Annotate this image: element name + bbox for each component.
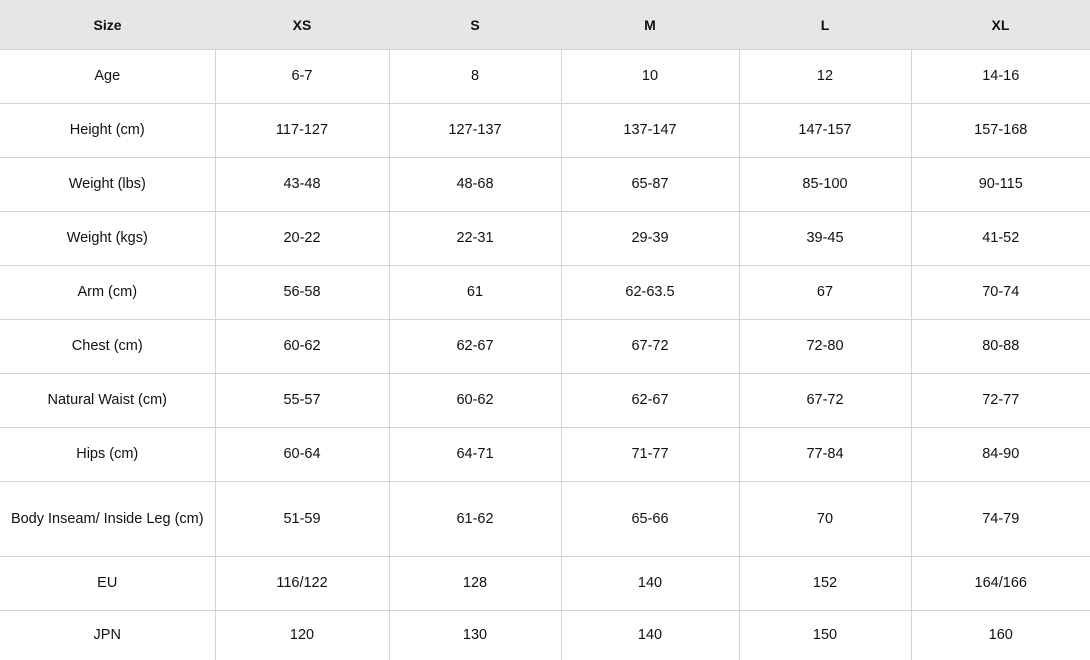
table-cell: 61-62: [388, 481, 561, 557]
row-label: Chest (cm): [0, 319, 215, 374]
column-header: L: [739, 0, 911, 50]
table-cell: 117-127: [214, 103, 389, 158]
table-row: Body Inseam/ Inside Leg (cm) 51-59 61-62 65…: [0, 481, 1090, 557]
table-cell: 62-67: [388, 319, 561, 374]
table-row: Height (cm) 117-127 127-137 137-147 147-157 1…: [0, 103, 1090, 158]
table-cell: 20-22: [214, 211, 389, 266]
table-cell: 67-72: [738, 373, 911, 428]
row-label: Age: [0, 49, 215, 104]
table-cell: 150: [738, 610, 911, 660]
table-cell: 128: [388, 556, 561, 611]
row-label: Weight (lbs): [0, 157, 215, 212]
table-cell: 90-115: [910, 157, 1090, 212]
row-label: JPN: [0, 610, 215, 660]
table-cell: 70-74: [910, 265, 1090, 320]
table-cell: 6-7: [214, 49, 389, 104]
table-cell: 160: [910, 610, 1090, 660]
row-label: Hips (cm): [0, 427, 215, 482]
table-row: Hips (cm) 60-64 64-71 71-77 77-84 84-90: [0, 427, 1090, 482]
column-header: Size: [0, 0, 215, 50]
column-header: XL: [911, 0, 1090, 50]
table-row: Arm (cm) 56-58 61 62-63.5 67 70-74: [0, 265, 1090, 320]
table-cell: 65-87: [560, 157, 739, 212]
row-label: EU: [0, 556, 215, 611]
table-cell: 164/166: [910, 556, 1090, 611]
table-cell: 64-71: [388, 427, 561, 482]
table-cell: 71-77: [560, 427, 739, 482]
table-cell: 70: [738, 481, 911, 557]
table-cell: 10: [560, 49, 739, 104]
table-row: JPN 120 130 140 150 160: [0, 610, 1090, 660]
table-cell: 61: [388, 265, 561, 320]
table-cell: 62-63.5: [560, 265, 739, 320]
table-cell: 116/122: [214, 556, 389, 611]
table-cell: 22-31: [388, 211, 561, 266]
table-row: EU 116/122 128 140 152 164/166: [0, 556, 1090, 611]
table-cell: 65-66: [560, 481, 739, 557]
table-cell: 140: [560, 610, 739, 660]
table-row: Weight (kgs) 20-22 22-31 29-39 39-45 41-52: [0, 211, 1090, 266]
table-cell: 55-57: [214, 373, 389, 428]
table-cell: 48-68: [388, 157, 561, 212]
table-cell: 60-64: [214, 427, 389, 482]
table-cell: 60-62: [214, 319, 389, 374]
table-cell: 120: [214, 610, 389, 660]
table-cell: 74-79: [910, 481, 1090, 557]
table-cell: 12: [738, 49, 911, 104]
table-cell: 14-16: [910, 49, 1090, 104]
table-cell: 147-157: [738, 103, 911, 158]
table-cell: 127-137: [388, 103, 561, 158]
table-cell: 80-88: [910, 319, 1090, 374]
table-cell: 157-168: [910, 103, 1090, 158]
table-cell: 67-72: [560, 319, 739, 374]
table-cell: 85-100: [738, 157, 911, 212]
table-cell: 41-52: [910, 211, 1090, 266]
table-cell: 130: [388, 610, 561, 660]
row-label: Body Inseam/ Inside Leg (cm): [0, 481, 215, 557]
table-cell: 29-39: [560, 211, 739, 266]
table-cell: 137-147: [560, 103, 739, 158]
header-row: Size XS S M L XL: [0, 0, 1090, 50]
table-cell: 60-62: [388, 373, 561, 428]
row-label: Height (cm): [0, 103, 215, 158]
column-header: M: [561, 0, 739, 50]
table-cell: 140: [560, 556, 739, 611]
table-cell: 152: [738, 556, 911, 611]
table-cell: 51-59: [214, 481, 389, 557]
table-cell: 84-90: [910, 427, 1090, 482]
table-row: Natural Waist (cm) 55-57 60-62 62-67 67-72 72…: [0, 373, 1090, 428]
table-cell: 39-45: [738, 211, 911, 266]
row-label: Weight (kgs): [0, 211, 215, 266]
row-label: Natural Waist (cm): [0, 373, 215, 428]
row-label: Arm (cm): [0, 265, 215, 320]
table-row: Age 6-7 8 10 12 14-16: [0, 49, 1090, 104]
table-cell: 77-84: [738, 427, 911, 482]
column-header: S: [389, 0, 561, 50]
table-cell: 43-48: [214, 157, 389, 212]
table-cell: 72-77: [910, 373, 1090, 428]
table-cell: 8: [388, 49, 561, 104]
table-cell: 62-67: [560, 373, 739, 428]
column-header: XS: [215, 0, 389, 50]
table-cell: 67: [738, 265, 911, 320]
table-row: Weight (lbs) 43-48 48-68 65-87 85-100 90-115: [0, 157, 1090, 212]
table-row: Chest (cm) 60-62 62-67 67-72 72-80 80-88: [0, 319, 1090, 374]
table-cell: 72-80: [738, 319, 911, 374]
table-cell: 56-58: [214, 265, 389, 320]
